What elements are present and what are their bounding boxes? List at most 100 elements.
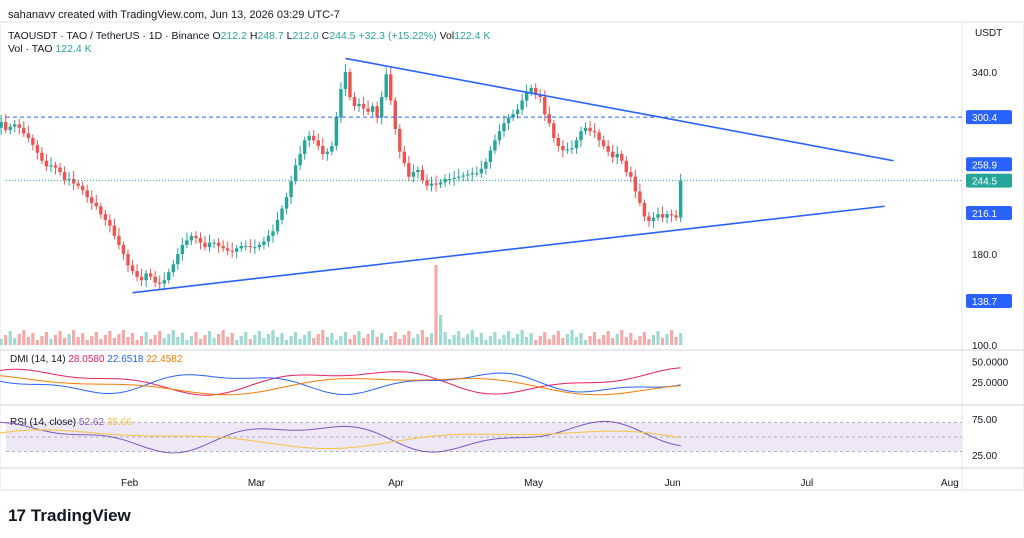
symbol-legend[interactable]: TAOUSDT · TAO / TetherUS · 1D · Binance …	[8, 30, 490, 42]
volume-bar	[475, 337, 479, 345]
candle-body	[488, 150, 493, 162]
price-badge	[966, 205, 1012, 220]
volume-bar	[230, 333, 234, 345]
x-tick-aug: Aug	[941, 478, 959, 489]
candle-body	[22, 127, 26, 134]
candle-body	[239, 246, 243, 249]
candle-body	[293, 165, 298, 182]
candle-body	[216, 242, 221, 247]
candle-body	[44, 160, 49, 167]
volume-bar	[434, 265, 438, 345]
volume-bar	[343, 332, 348, 345]
x-tick-may: May	[524, 478, 543, 489]
volume-bar	[325, 337, 329, 345]
candle-body	[307, 135, 311, 141]
volume-bar	[289, 336, 293, 345]
tradingview-brand: 17 TradingView	[8, 506, 131, 526]
volume-bar	[67, 334, 71, 345]
volume-bar	[62, 338, 67, 345]
volume-bar	[479, 333, 483, 345]
volume-bar	[552, 335, 556, 345]
volume-bar	[44, 332, 49, 345]
x-tick-mar: Mar	[248, 478, 266, 489]
candle-body	[638, 191, 642, 203]
candle-body	[411, 172, 416, 177]
candle-body	[212, 242, 216, 244]
volume-bar	[565, 334, 570, 345]
volume-bar	[515, 334, 520, 345]
candle-body	[651, 217, 656, 222]
volume-bar	[461, 338, 465, 345]
candle-body	[0, 122, 3, 128]
candle-body	[389, 74, 393, 101]
volume-bar	[420, 330, 425, 345]
candle-body	[565, 149, 570, 151]
volume-bar	[402, 335, 406, 345]
volume-bar	[176, 337, 180, 345]
high-label: H	[249, 30, 258, 42]
candle-body	[502, 123, 506, 132]
volume-bar	[561, 338, 565, 345]
candle-body	[620, 153, 624, 161]
volume-bar	[112, 338, 117, 345]
price-badge	[966, 293, 1012, 308]
candle-body	[13, 124, 17, 127]
candle-body	[615, 153, 619, 158]
candle-body	[112, 225, 117, 236]
candle-body	[484, 161, 488, 169]
candle-body	[180, 244, 185, 255]
volume-bar	[180, 333, 184, 345]
price-tick-label: 100.0	[972, 341, 997, 352]
brand-name: TradingView	[30, 506, 131, 525]
volume-bar	[298, 339, 302, 345]
volume-bar	[103, 335, 107, 345]
volume-bar	[294, 332, 298, 345]
candle-body	[31, 138, 35, 145]
candle-body	[198, 238, 203, 243]
candle-body	[339, 89, 343, 118]
volume-bar	[171, 330, 175, 345]
volume-bar	[239, 336, 243, 345]
trendline-lower	[132, 205, 885, 294]
candle-body	[71, 178, 76, 184]
volume-bar	[262, 338, 266, 345]
candle-body	[103, 214, 108, 220]
candle-body	[108, 219, 112, 226]
price-tick-label: 340.0	[972, 68, 997, 79]
volume-bar	[425, 337, 429, 345]
volume-bar	[670, 330, 674, 345]
candle-body	[248, 246, 253, 248]
candle-body	[158, 282, 162, 284]
x-tick-apr: Apr	[388, 478, 404, 489]
volume-bar	[466, 334, 470, 345]
rsi-band	[6, 422, 962, 452]
dmi-label: DMI (14, 14) 28.0580 22.6518 22.4582	[10, 354, 183, 365]
candle-body	[393, 100, 397, 129]
candle-body	[660, 214, 665, 218]
volume-bar	[502, 335, 506, 345]
volume-bar	[375, 337, 379, 345]
symbol-title: TAOUSDT · TAO / TetherUS · 1D · Binance	[8, 30, 210, 42]
candle-body	[35, 144, 40, 153]
volume-bar	[484, 340, 488, 345]
candle-body	[94, 202, 98, 207]
open-value: 212.2	[220, 30, 247, 42]
price-badge	[966, 110, 1012, 125]
candle-body	[466, 174, 470, 176]
open-label: O	[212, 30, 221, 42]
volume-bar	[26, 337, 30, 345]
candle-body	[171, 264, 175, 273]
volume-bar	[226, 337, 230, 345]
volume-bar	[647, 339, 651, 345]
volume-bar	[53, 335, 58, 345]
x-tick-feb: Feb	[121, 478, 139, 489]
volume-bar	[307, 331, 311, 345]
candle-body	[506, 117, 511, 124]
candle-body	[398, 128, 402, 152]
candle-body	[144, 273, 148, 281]
volume-legend[interactable]: Vol · TAO 122.4 K	[8, 43, 92, 55]
volume-bar	[130, 333, 135, 345]
volume-bar	[443, 332, 447, 345]
volume-bar	[429, 333, 434, 345]
